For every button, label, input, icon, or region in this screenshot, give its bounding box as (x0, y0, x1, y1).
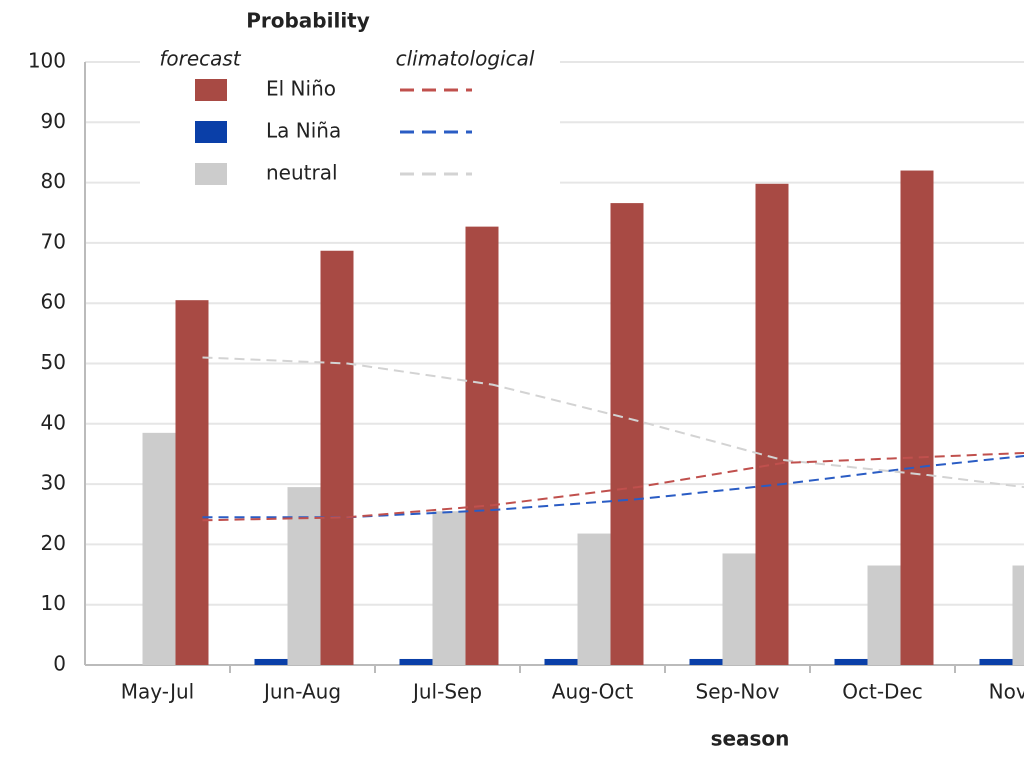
y-tick-label: 40 (41, 410, 66, 434)
bar (979, 658, 1013, 665)
plot (142, 170, 1024, 666)
legend-column: climatological (396, 47, 535, 71)
legend-label: neutral (266, 161, 338, 185)
bar (577, 533, 611, 665)
x-tick-label: Nov-Jan (989, 680, 1024, 704)
climatology-line (202, 356, 1024, 489)
x-tick-label: Sep-Nov (696, 680, 780, 704)
climatology-line (202, 451, 1024, 522)
bar (1012, 565, 1024, 665)
legend-swatch (195, 121, 227, 143)
legend-swatch (195, 163, 227, 185)
bar (867, 565, 901, 665)
x-tick-label: Aug-Oct (552, 680, 634, 704)
y-tick-label: 70 (41, 229, 66, 253)
bar (610, 203, 644, 666)
bar (900, 170, 934, 666)
bar (399, 658, 433, 665)
y-tick-label: 100 (28, 49, 66, 73)
y-tick-label: 60 (41, 290, 66, 314)
bar (175, 300, 209, 665)
y-tick-label: 10 (41, 591, 66, 615)
x-tick-label: Jul-Sep (411, 680, 482, 704)
legend-swatch (195, 79, 227, 101)
y-tick-label: 80 (41, 169, 66, 193)
y-tick-label: 30 (41, 471, 66, 495)
bar (689, 658, 723, 665)
bar (834, 658, 868, 665)
bar (465, 226, 499, 665)
bar (722, 553, 756, 665)
y-tick-label: 90 (41, 109, 66, 133)
legend-label: El Niño (266, 77, 336, 101)
bar (254, 658, 288, 665)
y-tick-label: 50 (41, 350, 66, 374)
y-tick-label: 0 (53, 652, 66, 676)
legend-title: Probability (246, 9, 370, 33)
x-axis-label: season (711, 727, 790, 751)
bar (544, 658, 578, 665)
x-tick-label: Oct-Dec (842, 680, 923, 704)
bar (320, 250, 354, 665)
bar (287, 487, 321, 665)
bar (755, 183, 789, 665)
y-tick-label: 20 (41, 531, 66, 555)
x-tick-label: May-Jul (121, 680, 194, 704)
bar (432, 511, 466, 665)
legend-column: forecast (159, 47, 241, 71)
bar (142, 432, 176, 665)
x-tick-label: Jun-Aug (262, 680, 341, 704)
legend-label: La Niña (266, 119, 341, 143)
